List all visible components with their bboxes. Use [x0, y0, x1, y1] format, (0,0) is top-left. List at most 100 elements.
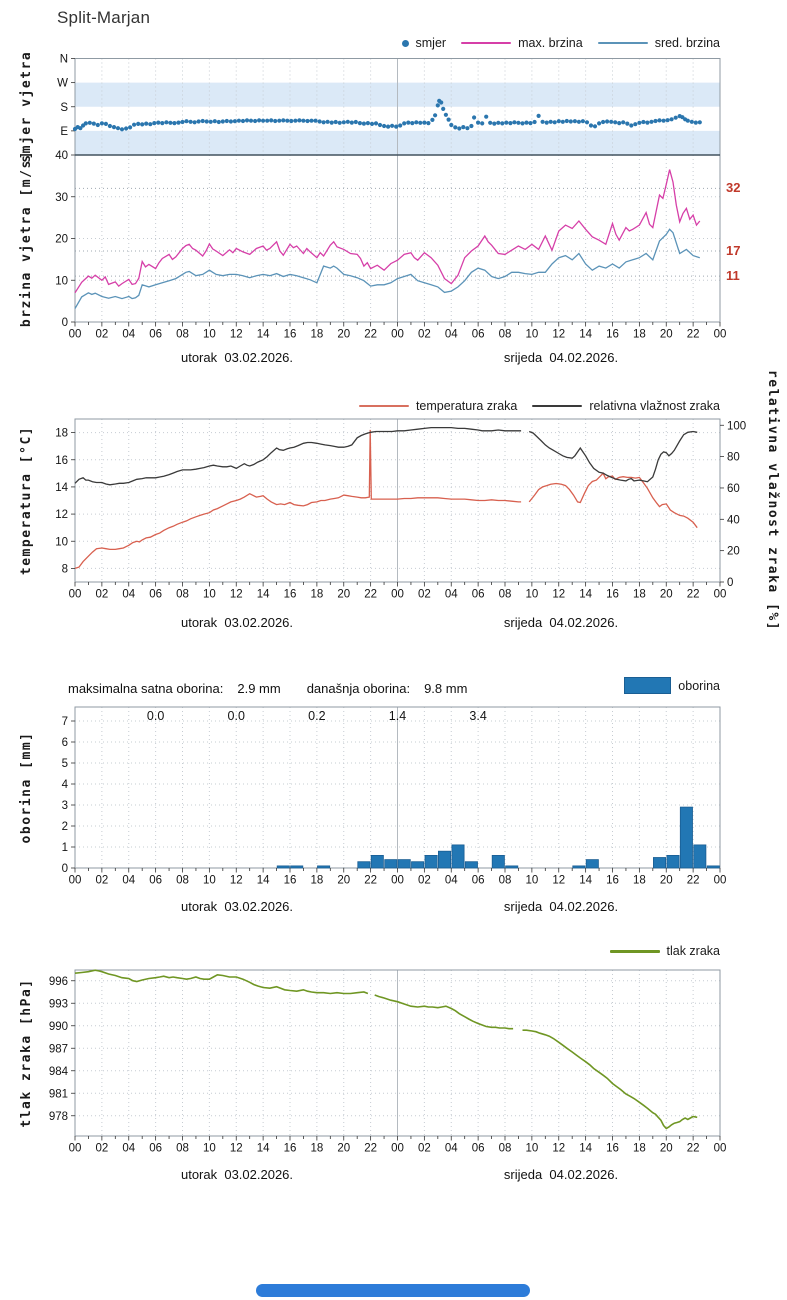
svg-text:18: 18	[310, 329, 323, 341]
svg-text:990: 990	[49, 1021, 68, 1033]
svg-text:16: 16	[284, 329, 297, 341]
legend-label: oborina	[678, 678, 720, 693]
precip-bar	[317, 865, 331, 869]
legend-item-smjer: smjer	[401, 36, 447, 50]
svg-text:22: 22	[687, 1143, 700, 1155]
precip-bar	[384, 859, 398, 869]
svg-text:16: 16	[284, 875, 297, 887]
home-indicator-bar[interactable]	[256, 1284, 530, 1297]
svg-text:06: 06	[472, 329, 485, 341]
svg-text:22: 22	[364, 1143, 377, 1155]
svg-text:22: 22	[364, 875, 377, 887]
precip-bar	[357, 861, 371, 869]
svg-text:08: 08	[176, 589, 189, 601]
date-label-day2: srijeda 04.02.2026.	[503, 350, 619, 365]
svg-text:20: 20	[337, 329, 350, 341]
svg-text:20: 20	[337, 589, 350, 601]
svg-text:10: 10	[525, 875, 538, 887]
wind-legend: smjer max. brzina sred. brzina	[401, 36, 720, 50]
svg-text:14: 14	[257, 329, 270, 341]
svg-text:10: 10	[203, 329, 216, 341]
svg-text:22: 22	[364, 329, 377, 341]
pressure-plot: 978 981 984 987 990 993 996 00 02 04 06 08 10 12 14 16 1…	[19, 969, 726, 1155]
humidity-line	[74, 426, 698, 486]
svg-text:18: 18	[633, 1143, 646, 1155]
svg-text:temperatura [°C]: temperatura [°C]	[19, 426, 34, 575]
today-precip-label: današnja oborina:	[306, 681, 411, 696]
svg-text:08: 08	[499, 589, 512, 601]
svg-text:80: 80	[727, 452, 740, 464]
svg-text:0: 0	[62, 317, 68, 329]
svg-text:04: 04	[445, 875, 458, 887]
svg-text:22: 22	[687, 329, 700, 341]
svg-text:14: 14	[257, 1143, 270, 1155]
date-label-day2: srijeda 04.02.2026.	[503, 615, 619, 630]
precip-6h-total: 0.0	[147, 709, 164, 723]
svg-text:06: 06	[472, 1143, 485, 1155]
svg-text:02: 02	[418, 589, 431, 601]
legend-item-tlak: tlak zraka	[609, 944, 720, 958]
date-label-day1: utorak 03.02.2026.	[180, 899, 294, 914]
temperatura-line-icon	[358, 404, 409, 408]
svg-text:06: 06	[149, 1143, 162, 1155]
svg-text:06: 06	[149, 875, 162, 887]
svg-text:18: 18	[310, 875, 323, 887]
precip-bar	[666, 855, 680, 869]
svg-text:06: 06	[472, 589, 485, 601]
svg-text:5: 5	[62, 758, 68, 770]
precip-bar	[397, 859, 411, 869]
legend-label: max. brzina	[518, 36, 583, 50]
sred-brzina-line-icon	[597, 41, 648, 45]
svg-text:00: 00	[714, 329, 727, 341]
svg-text:08: 08	[176, 875, 189, 887]
svg-text:00: 00	[391, 875, 404, 887]
svg-text:16: 16	[55, 455, 68, 467]
svg-text:20: 20	[55, 234, 68, 246]
svg-text:30: 30	[55, 192, 68, 204]
precip-6h-total: 1.4	[389, 709, 406, 723]
svg-text:22: 22	[687, 589, 700, 601]
svg-text:02: 02	[95, 875, 108, 887]
svg-text:40: 40	[727, 514, 740, 526]
svg-text:20: 20	[660, 1143, 673, 1155]
temp-hum-legend: temperatura zraka relativna vlažnost zra…	[358, 399, 720, 413]
svg-text:N: N	[60, 54, 68, 66]
svg-text:02: 02	[95, 1143, 108, 1155]
svg-text:20: 20	[660, 329, 673, 341]
precip-legend: oborina	[624, 677, 720, 694]
legend-label: sred. brzina	[654, 36, 720, 50]
legend-item-max-brzina: max. brzina	[461, 36, 583, 50]
precip-bar	[370, 855, 384, 869]
mean-speed-line	[74, 228, 700, 309]
svg-text:12: 12	[552, 589, 565, 601]
legend-label: relativna vlažnost zraka	[589, 399, 720, 413]
precip-bar	[411, 861, 425, 869]
legend-label: smjer	[415, 36, 447, 50]
legend-item-sred-brzina: sred. brzina	[597, 36, 720, 50]
precip-bar	[653, 857, 667, 869]
svg-text:08: 08	[176, 329, 189, 341]
svg-text:00: 00	[714, 875, 727, 887]
svg-text:16: 16	[606, 875, 619, 887]
svg-text:16: 16	[606, 329, 619, 341]
svg-text:10: 10	[203, 589, 216, 601]
precip-bar	[693, 844, 707, 869]
svg-text:brzina vjetra [m/s]: brzina vjetra [m/s]	[19, 150, 34, 327]
svg-text:16: 16	[284, 1143, 297, 1155]
svg-text:02: 02	[95, 589, 108, 601]
svg-text:00: 00	[69, 329, 82, 341]
svg-text:18: 18	[55, 428, 68, 440]
svg-text:4: 4	[62, 779, 69, 791]
svg-text:14: 14	[579, 1143, 592, 1155]
svg-text:8: 8	[62, 563, 68, 575]
precip-bar	[424, 855, 438, 869]
legend-item-temperatura: temperatura zraka	[358, 399, 517, 413]
svg-text:10: 10	[525, 589, 538, 601]
precip-bar	[276, 865, 290, 869]
svg-text:02: 02	[418, 329, 431, 341]
svg-text:18: 18	[633, 589, 646, 601]
